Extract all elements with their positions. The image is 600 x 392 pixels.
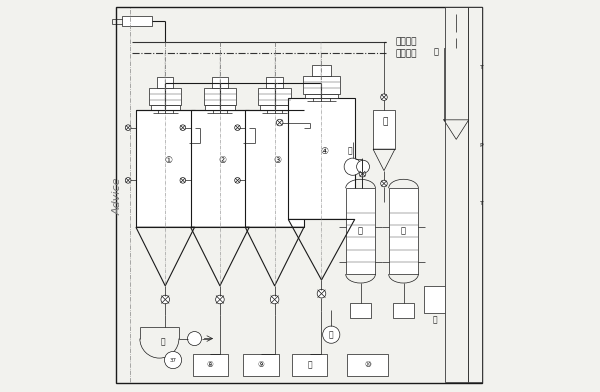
Bar	[444, 47, 469, 120]
Circle shape	[180, 125, 185, 131]
Text: ⑬: ⑬	[401, 227, 406, 236]
Circle shape	[164, 352, 182, 368]
Bar	[259, 88, 291, 105]
Text: 出导热油: 出导热油	[395, 37, 417, 46]
Bar	[305, 94, 338, 98]
Bar	[312, 65, 331, 76]
Bar	[157, 77, 173, 88]
Bar	[389, 188, 418, 274]
Bar	[292, 354, 328, 376]
Text: 37: 37	[170, 358, 176, 363]
Text: ⑳: ⑳	[433, 316, 437, 325]
Bar	[149, 88, 181, 105]
Bar	[393, 303, 414, 318]
Text: P: P	[480, 143, 484, 148]
Text: T: T	[479, 65, 484, 70]
Bar	[205, 105, 235, 110]
Bar	[346, 188, 376, 274]
Circle shape	[277, 119, 283, 126]
Bar	[151, 105, 180, 110]
Text: ⑪: ⑪	[307, 360, 312, 369]
Bar	[266, 77, 283, 88]
Text: ②: ②	[219, 156, 227, 165]
Bar	[288, 98, 355, 220]
Text: Advice: Advice	[113, 177, 122, 215]
Circle shape	[317, 289, 326, 298]
Circle shape	[161, 295, 170, 304]
Circle shape	[381, 94, 387, 100]
Bar	[424, 286, 446, 313]
Bar	[191, 110, 249, 227]
Circle shape	[125, 125, 131, 131]
Circle shape	[323, 326, 340, 343]
Text: ④: ④	[321, 147, 329, 156]
Circle shape	[344, 158, 361, 175]
Circle shape	[235, 125, 241, 131]
Circle shape	[359, 171, 366, 177]
Bar	[244, 354, 278, 376]
Bar	[347, 354, 388, 376]
Text: ⑭: ⑭	[348, 147, 352, 156]
Bar	[212, 77, 228, 88]
Circle shape	[356, 160, 370, 173]
Text: ⑯: ⑯	[382, 117, 388, 126]
Text: ⑰: ⑰	[161, 337, 166, 346]
Bar	[445, 7, 482, 381]
Text: ⑬: ⑬	[358, 227, 363, 236]
Bar	[373, 110, 395, 149]
Text: ⑩: ⑩	[364, 360, 371, 369]
Bar	[350, 303, 371, 318]
Text: ③: ③	[274, 156, 281, 165]
Text: ⑨: ⑨	[257, 360, 265, 369]
Circle shape	[381, 180, 387, 187]
Text: T: T	[479, 201, 484, 206]
Circle shape	[235, 178, 241, 183]
Bar	[136, 110, 194, 227]
Bar	[245, 110, 304, 227]
Bar	[122, 16, 152, 26]
Text: 进导热油: 进导热油	[395, 49, 417, 58]
Text: ⑫: ⑫	[329, 330, 334, 339]
Circle shape	[180, 178, 185, 183]
Text: ㉑: ㉑	[433, 47, 439, 56]
Circle shape	[453, 32, 460, 38]
Text: ⑧: ⑧	[207, 360, 214, 369]
Circle shape	[271, 295, 279, 304]
Bar	[260, 105, 289, 110]
Bar	[303, 76, 340, 94]
Text: ①: ①	[164, 156, 172, 165]
Bar	[204, 88, 236, 105]
Circle shape	[188, 332, 202, 346]
Bar	[193, 354, 228, 376]
Circle shape	[125, 178, 131, 183]
Circle shape	[215, 295, 224, 304]
